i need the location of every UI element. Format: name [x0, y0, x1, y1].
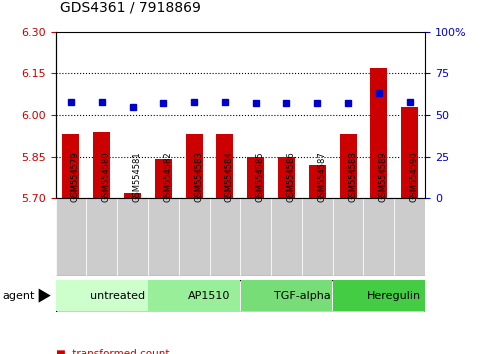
Bar: [333, 280, 425, 311]
Text: GSM554588: GSM554588: [348, 152, 357, 202]
Bar: [309, 165, 326, 198]
Bar: [271, 198, 302, 276]
Text: GSM554584: GSM554584: [225, 152, 234, 202]
Text: AP1510: AP1510: [188, 291, 231, 301]
Text: untreated: untreated: [89, 291, 145, 301]
Bar: [210, 198, 240, 276]
Bar: [62, 135, 79, 198]
Text: GSM554585: GSM554585: [256, 152, 265, 202]
Text: GSM554579: GSM554579: [71, 152, 80, 202]
Bar: [302, 198, 333, 276]
Bar: [364, 198, 394, 276]
Text: ■  transformed count: ■ transformed count: [56, 349, 169, 354]
Bar: [56, 280, 148, 311]
Text: Heregulin: Heregulin: [367, 291, 421, 301]
Bar: [155, 159, 172, 198]
Text: GSM554580: GSM554580: [102, 152, 111, 202]
Bar: [124, 193, 141, 198]
Text: GSM554590: GSM554590: [410, 152, 419, 202]
Bar: [240, 198, 271, 276]
Bar: [216, 135, 233, 198]
Bar: [241, 280, 332, 311]
Text: GSM554586: GSM554586: [286, 152, 296, 202]
Bar: [185, 135, 202, 198]
Bar: [93, 132, 110, 198]
Bar: [179, 198, 210, 276]
Bar: [148, 280, 240, 311]
Bar: [340, 135, 356, 198]
Bar: [56, 198, 86, 276]
Bar: [86, 198, 117, 276]
Polygon shape: [39, 289, 51, 303]
Text: GSM554581: GSM554581: [132, 152, 142, 202]
Bar: [370, 68, 387, 198]
Bar: [247, 157, 264, 198]
Bar: [278, 157, 295, 198]
Text: GSM554583: GSM554583: [194, 152, 203, 202]
Text: GSM554589: GSM554589: [379, 152, 388, 202]
Bar: [333, 198, 364, 276]
Text: TGF-alpha: TGF-alpha: [273, 291, 330, 301]
Text: GDS4361 / 7918869: GDS4361 / 7918869: [60, 0, 201, 14]
Bar: [401, 107, 418, 198]
Text: GSM554582: GSM554582: [163, 152, 172, 202]
Bar: [117, 198, 148, 276]
Text: agent: agent: [2, 291, 35, 301]
Bar: [148, 198, 179, 276]
Text: GSM554587: GSM554587: [317, 152, 327, 202]
Bar: [394, 198, 425, 276]
